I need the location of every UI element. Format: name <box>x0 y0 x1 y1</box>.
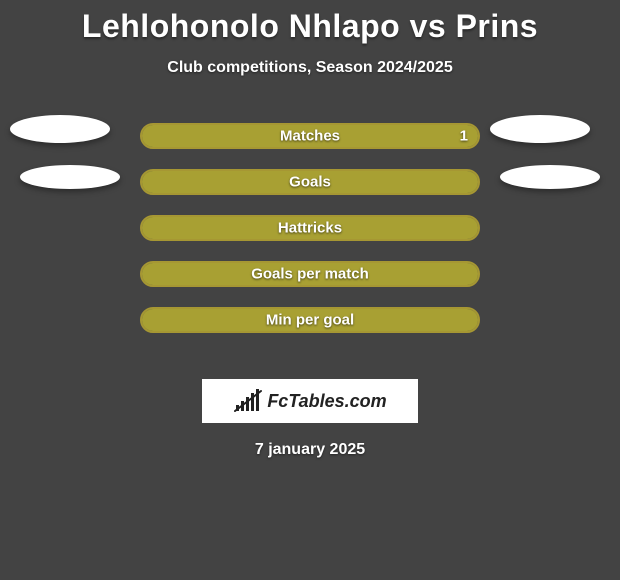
page-subtitle: Club competitions, Season 2024/2025 <box>0 59 620 77</box>
stat-label: Min per goal <box>142 312 478 329</box>
right-value-ellipse <box>490 115 590 143</box>
stat-row: Min per goal <box>0 301 620 339</box>
stat-row: Matches1 <box>0 117 620 155</box>
stat-value-right: 1 <box>460 128 468 145</box>
comparison-chart: Matches1 Goals Hattricks Goals per match Min… <box>0 117 620 357</box>
stat-row: Hattricks <box>0 209 620 247</box>
left-value-ellipse <box>20 165 120 189</box>
left-value-ellipse <box>10 115 110 143</box>
stat-bar: Hattricks <box>140 215 480 241</box>
stat-bar: Goals <box>140 169 480 195</box>
stat-label: Hattricks <box>142 220 478 237</box>
stat-label: Matches <box>142 128 478 145</box>
stat-label: Goals <box>142 174 478 191</box>
stat-bar: Goals per match <box>140 261 480 287</box>
fctables-icon <box>233 389 263 413</box>
stat-row: Goals per match <box>0 255 620 293</box>
date-label: 7 january 2025 <box>0 441 620 459</box>
right-value-ellipse <box>500 165 600 189</box>
stat-bar: Min per goal <box>140 307 480 333</box>
stat-row: Goals <box>0 163 620 201</box>
stat-bar: Matches1 <box>140 123 480 149</box>
stat-label: Goals per match <box>142 266 478 283</box>
page-title: Lehlohonolo Nhlapo vs Prins <box>0 0 620 45</box>
logo-box: FcTables.com <box>202 379 418 423</box>
logo-text: FcTables.com <box>267 391 386 412</box>
